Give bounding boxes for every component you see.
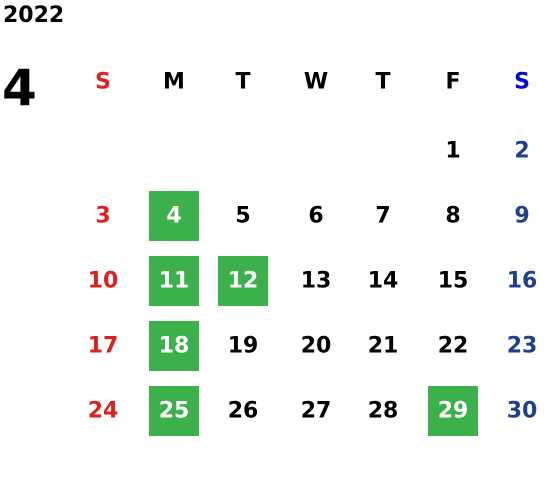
day-number: 24 [87,398,119,424]
day-number: 13 [300,268,332,294]
day-number: 17 [87,333,119,359]
day-number: 12 [227,268,259,294]
day-number: 9 [514,203,530,229]
day-number: 11 [158,268,190,294]
day-number: 29 [437,398,469,424]
day-number: 20 [300,333,332,359]
day-number: 6 [308,203,324,229]
day-number: 26 [227,398,259,424]
day-number: 5 [235,203,251,229]
day-number: 19 [227,333,259,359]
day-number: 28 [367,398,399,424]
day-number: 7 [375,203,391,229]
day-number: 16 [506,268,538,294]
day-number: 27 [300,398,332,424]
highlight-box [149,386,199,436]
weekday-label: F [445,69,461,95]
highlight-box [218,256,268,306]
highlight-box [149,256,199,306]
day-number: 22 [437,333,469,359]
weekday-label: S [95,69,111,95]
day-number: 4 [166,203,182,229]
highlight-box [149,191,199,241]
day-number: 8 [445,203,461,229]
day-number: 25 [158,398,190,424]
weekday-label: T [235,69,251,95]
day-number: 18 [158,333,190,359]
highlight-box [428,386,478,436]
day-number: 10 [87,268,119,294]
highlight-box [149,321,199,371]
month: 4 [2,59,37,117]
day-number: 23 [506,333,538,359]
weekday-label: T [375,69,391,95]
day-number: 30 [506,398,538,424]
day-number: 1 [445,138,461,164]
day-number: 14 [367,268,399,294]
weekday-label: S [514,69,530,95]
weekday-label: W [303,69,329,95]
day-number: 3 [95,203,111,229]
weekday-label: M [163,69,185,95]
day-number: 15 [437,268,469,294]
day-number: 21 [367,333,399,359]
year: 2022 [3,3,65,28]
day-number: 2 [514,138,530,164]
